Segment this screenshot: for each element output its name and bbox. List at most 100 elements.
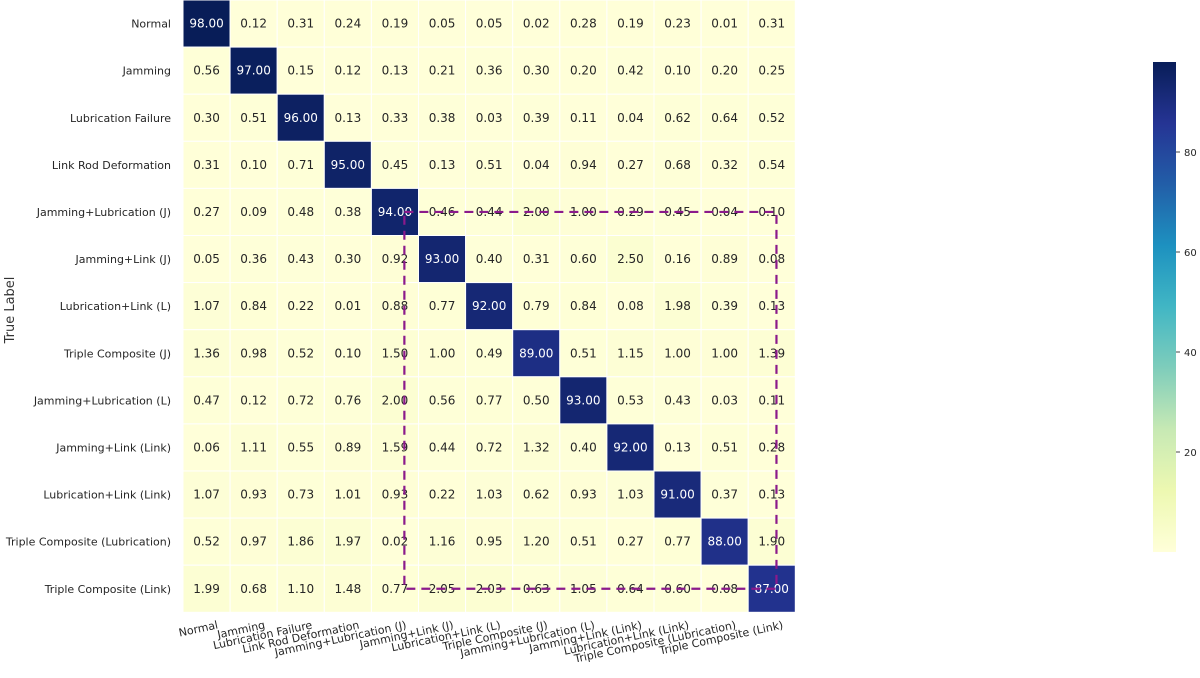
cell-value-label: 0.38 [334,205,361,219]
cell-value-label: 0.93 [570,488,597,502]
y-tick-label: Triple Composite (Link) [44,583,171,596]
heatmap-cell [606,282,655,331]
heatmap-cell [559,235,608,284]
heatmap-cell [512,282,561,331]
cell-value-label: 1.15 [617,346,644,360]
cell-value-label: 0.31 [193,158,220,172]
heatmap-cell [182,140,231,189]
cell-value-label: 0.04 [523,158,550,172]
cell-value-label: 0.31 [758,17,785,31]
heatmap-value-labels: 98.00 0.12 0.31 0.24 0.19 0.05 0.05 0.02 0.28 0.1… [189,17,789,596]
heatmap-cell [512,187,561,236]
heatmap-cell [418,329,467,378]
cell-value-label: 0.72 [287,393,314,407]
heatmap-cell [700,423,749,472]
y-tick-label: Jamming [122,65,171,78]
cell-value-label: 1.50 [382,346,409,360]
heatmap-cell [606,470,655,519]
cell-value-label: 0.62 [664,111,691,125]
heatmap-cell [700,329,749,378]
heatmap-cell [559,140,608,189]
cell-value-label: 89.00 [519,346,553,360]
cell-value-label: 0.19 [382,17,409,31]
heatmap-cell [747,329,796,378]
cell-value-label: 0.12 [240,17,267,31]
cell-value-label: 1.36 [193,346,220,360]
heatmap-cell [700,235,749,284]
heatmap-cell [606,376,655,425]
cell-value-label: 0.11 [758,393,785,407]
cell-value-label: 1.59 [382,440,409,454]
heatmap-cell [465,282,514,331]
heatmap-cell [229,423,278,472]
heatmap-cell [276,235,325,284]
cell-value-label: 0.45 [382,158,409,172]
cell-value-label: 0.13 [429,158,456,172]
cell-value-label: 1.00 [664,346,691,360]
heatmap-cell [606,329,655,378]
cell-value-label: 0.05 [193,252,220,266]
cell-value-label: 0.31 [523,252,550,266]
cell-value-label: 0.77 [476,393,503,407]
cell-value-label: 88.00 [707,535,741,549]
colorbar: 20 40 60 80 [1153,62,1197,552]
heatmap-cell [418,235,467,284]
cell-value-label: 0.36 [476,64,503,78]
cell-value-label: 0.13 [758,488,785,502]
cell-value-label: 0.98 [240,346,267,360]
cell-value-label: 0.94 [570,158,597,172]
heatmap-cell [747,470,796,519]
cell-value-label: 1.07 [193,299,220,313]
cell-value-label: 0.54 [758,158,785,172]
cell-value-label: 0.02 [382,535,409,549]
cell-value-label: 1.98 [664,299,691,313]
cell-value-label: 0.27 [617,158,644,172]
y-tick-label: Jamming+Lubrication (J) [36,206,171,219]
heatmap-cell [606,517,655,566]
y-tick-label: Lubrication+Link (L) [60,300,171,313]
heatmap-cell [747,517,796,566]
cell-value-label: 0.20 [570,64,597,78]
cell-value-label: 0.40 [570,440,597,454]
y-tick-label: Normal [131,18,171,31]
cell-value-label: 0.77 [429,299,456,313]
y-tick-label: Jamming+Link (J) [75,253,172,266]
heatmap-cell [512,329,561,378]
cell-value-label: 1.20 [523,535,550,549]
cell-value-label: 1.01 [334,488,361,502]
heatmap-cell [182,329,231,378]
cell-value-label: 2.50 [617,252,644,266]
heatmap-cell [418,282,467,331]
heatmap-cell [323,187,372,236]
cell-value-label: 0.92 [382,252,409,266]
cell-value-label: 0.43 [664,393,691,407]
cell-value-label: 0.77 [664,535,691,549]
cell-value-label: 0.56 [193,64,220,78]
heatmap-cell [229,470,278,519]
cell-value-label: 1.11 [240,440,267,454]
cell-value-label: 0.38 [429,111,456,125]
cell-value-label: 0.39 [711,299,738,313]
cell-value-label: 0.13 [758,299,785,313]
cell-value-label: 0.55 [287,440,314,454]
colorbar-tick-label: 80 [1184,148,1197,159]
heatmap-cell [323,93,372,142]
heatmap-cell [747,376,796,425]
y-tick-label: Link Rod Deformation [52,159,171,172]
heatmap-cell [700,140,749,189]
cell-value-label: 0.89 [711,252,738,266]
cell-value-label: 0.39 [523,111,550,125]
cell-value-label: 1.99 [193,582,220,596]
heatmap-cell [465,329,514,378]
y-tick-label: Lubrication Failure [70,112,171,125]
cell-value-label: 0.64 [711,111,738,125]
cell-value-label: 98.00 [189,17,223,31]
heatmap-cell [559,376,608,425]
cell-value-label: 0.09 [240,205,267,219]
cell-value-label: 1.10 [287,582,314,596]
y-tick-label: Jamming+Link (Link) [55,441,171,454]
cell-value-label: 0.63 [523,582,550,596]
y-tick-label: Lubrication+Link (Link) [43,489,171,502]
cell-value-label: 0.73 [287,488,314,502]
